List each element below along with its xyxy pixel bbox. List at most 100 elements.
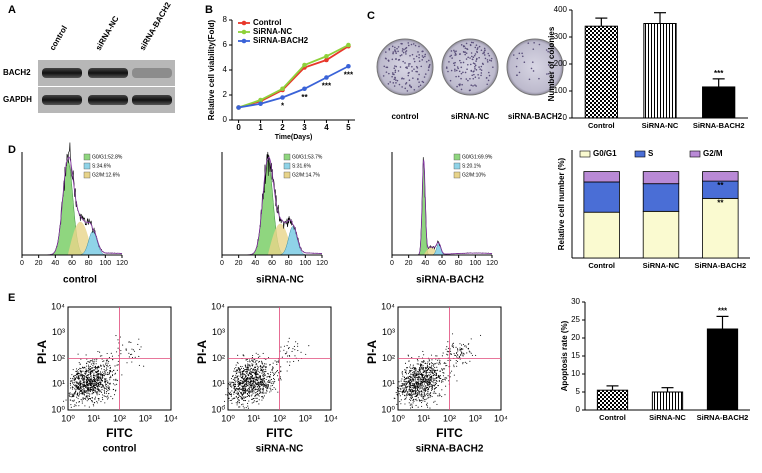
event — [88, 406, 90, 408]
event — [252, 364, 254, 366]
event — [256, 383, 258, 385]
event — [100, 373, 102, 375]
event — [401, 378, 403, 380]
tick-label: 100 — [469, 260, 481, 267]
event — [82, 366, 84, 368]
blot-band — [88, 95, 128, 105]
event — [419, 391, 421, 393]
event — [434, 382, 437, 384]
event — [410, 367, 412, 369]
event — [452, 347, 454, 349]
event — [424, 369, 426, 371]
event — [116, 369, 118, 371]
event — [114, 379, 116, 381]
event — [237, 371, 239, 373]
event — [456, 365, 458, 367]
event — [237, 367, 239, 369]
event — [442, 381, 444, 383]
event — [233, 385, 235, 388]
event — [249, 370, 251, 372]
event — [237, 367, 239, 369]
event — [251, 363, 253, 365]
event — [110, 395, 112, 397]
point — [302, 86, 307, 92]
event — [113, 394, 116, 396]
event — [404, 369, 406, 371]
event — [465, 346, 467, 348]
event — [263, 395, 265, 397]
event — [105, 387, 107, 389]
event — [256, 390, 259, 392]
event — [83, 393, 85, 395]
event — [256, 372, 258, 374]
event — [109, 379, 111, 381]
event — [259, 355, 261, 357]
y-tick-label: 10¹ — [382, 379, 395, 389]
event — [400, 387, 402, 390]
y-tick-label: 10⁰ — [381, 404, 395, 414]
tick-label: 120 — [316, 260, 328, 267]
event — [106, 364, 108, 366]
blot-band — [88, 68, 128, 78]
colony — [546, 73, 548, 75]
colony — [392, 51, 395, 53]
event — [87, 399, 89, 401]
blot-band — [132, 95, 172, 105]
y-tick-label: 10³ — [382, 327, 395, 337]
event — [421, 378, 423, 381]
event — [91, 383, 93, 385]
legend-swatch — [283, 171, 291, 179]
event — [423, 376, 426, 378]
colony — [397, 70, 400, 72]
dish-label: siRNA-BACH2 — [508, 112, 563, 121]
colony — [420, 65, 423, 68]
event — [88, 395, 90, 397]
event — [103, 366, 105, 368]
event — [462, 343, 464, 346]
event — [262, 392, 265, 394]
colony — [472, 41, 474, 44]
point — [258, 97, 263, 103]
event — [286, 370, 288, 372]
event — [103, 392, 106, 394]
event — [413, 371, 415, 373]
colony — [470, 69, 473, 72]
x-tick-label: 10⁴ — [164, 413, 178, 423]
colony — [454, 68, 456, 71]
event — [105, 384, 108, 386]
phase-label: S:31.6% — [292, 163, 311, 169]
event — [103, 370, 105, 372]
event — [93, 383, 95, 385]
tick-label: 0 — [20, 260, 24, 267]
colony — [484, 49, 486, 51]
event — [235, 364, 237, 366]
event — [79, 363, 81, 365]
event — [446, 346, 448, 348]
event — [101, 374, 103, 376]
event — [410, 375, 412, 377]
event — [248, 359, 251, 361]
event — [245, 379, 247, 381]
event — [93, 363, 95, 365]
event — [415, 373, 417, 375]
event — [258, 361, 260, 363]
event — [83, 394, 85, 396]
event — [117, 364, 119, 366]
event — [232, 385, 234, 387]
event — [460, 354, 462, 356]
event — [236, 377, 238, 379]
event — [241, 370, 243, 373]
event — [109, 382, 111, 384]
event — [244, 386, 246, 388]
colony — [394, 71, 397, 74]
event — [431, 376, 433, 378]
event — [438, 363, 440, 365]
event — [455, 346, 457, 348]
event — [420, 393, 422, 395]
colony — [423, 76, 426, 78]
event — [125, 348, 127, 350]
event — [77, 377, 79, 379]
y-tick-label: 10³ — [52, 327, 65, 337]
event — [261, 371, 264, 373]
colony — [452, 62, 455, 65]
